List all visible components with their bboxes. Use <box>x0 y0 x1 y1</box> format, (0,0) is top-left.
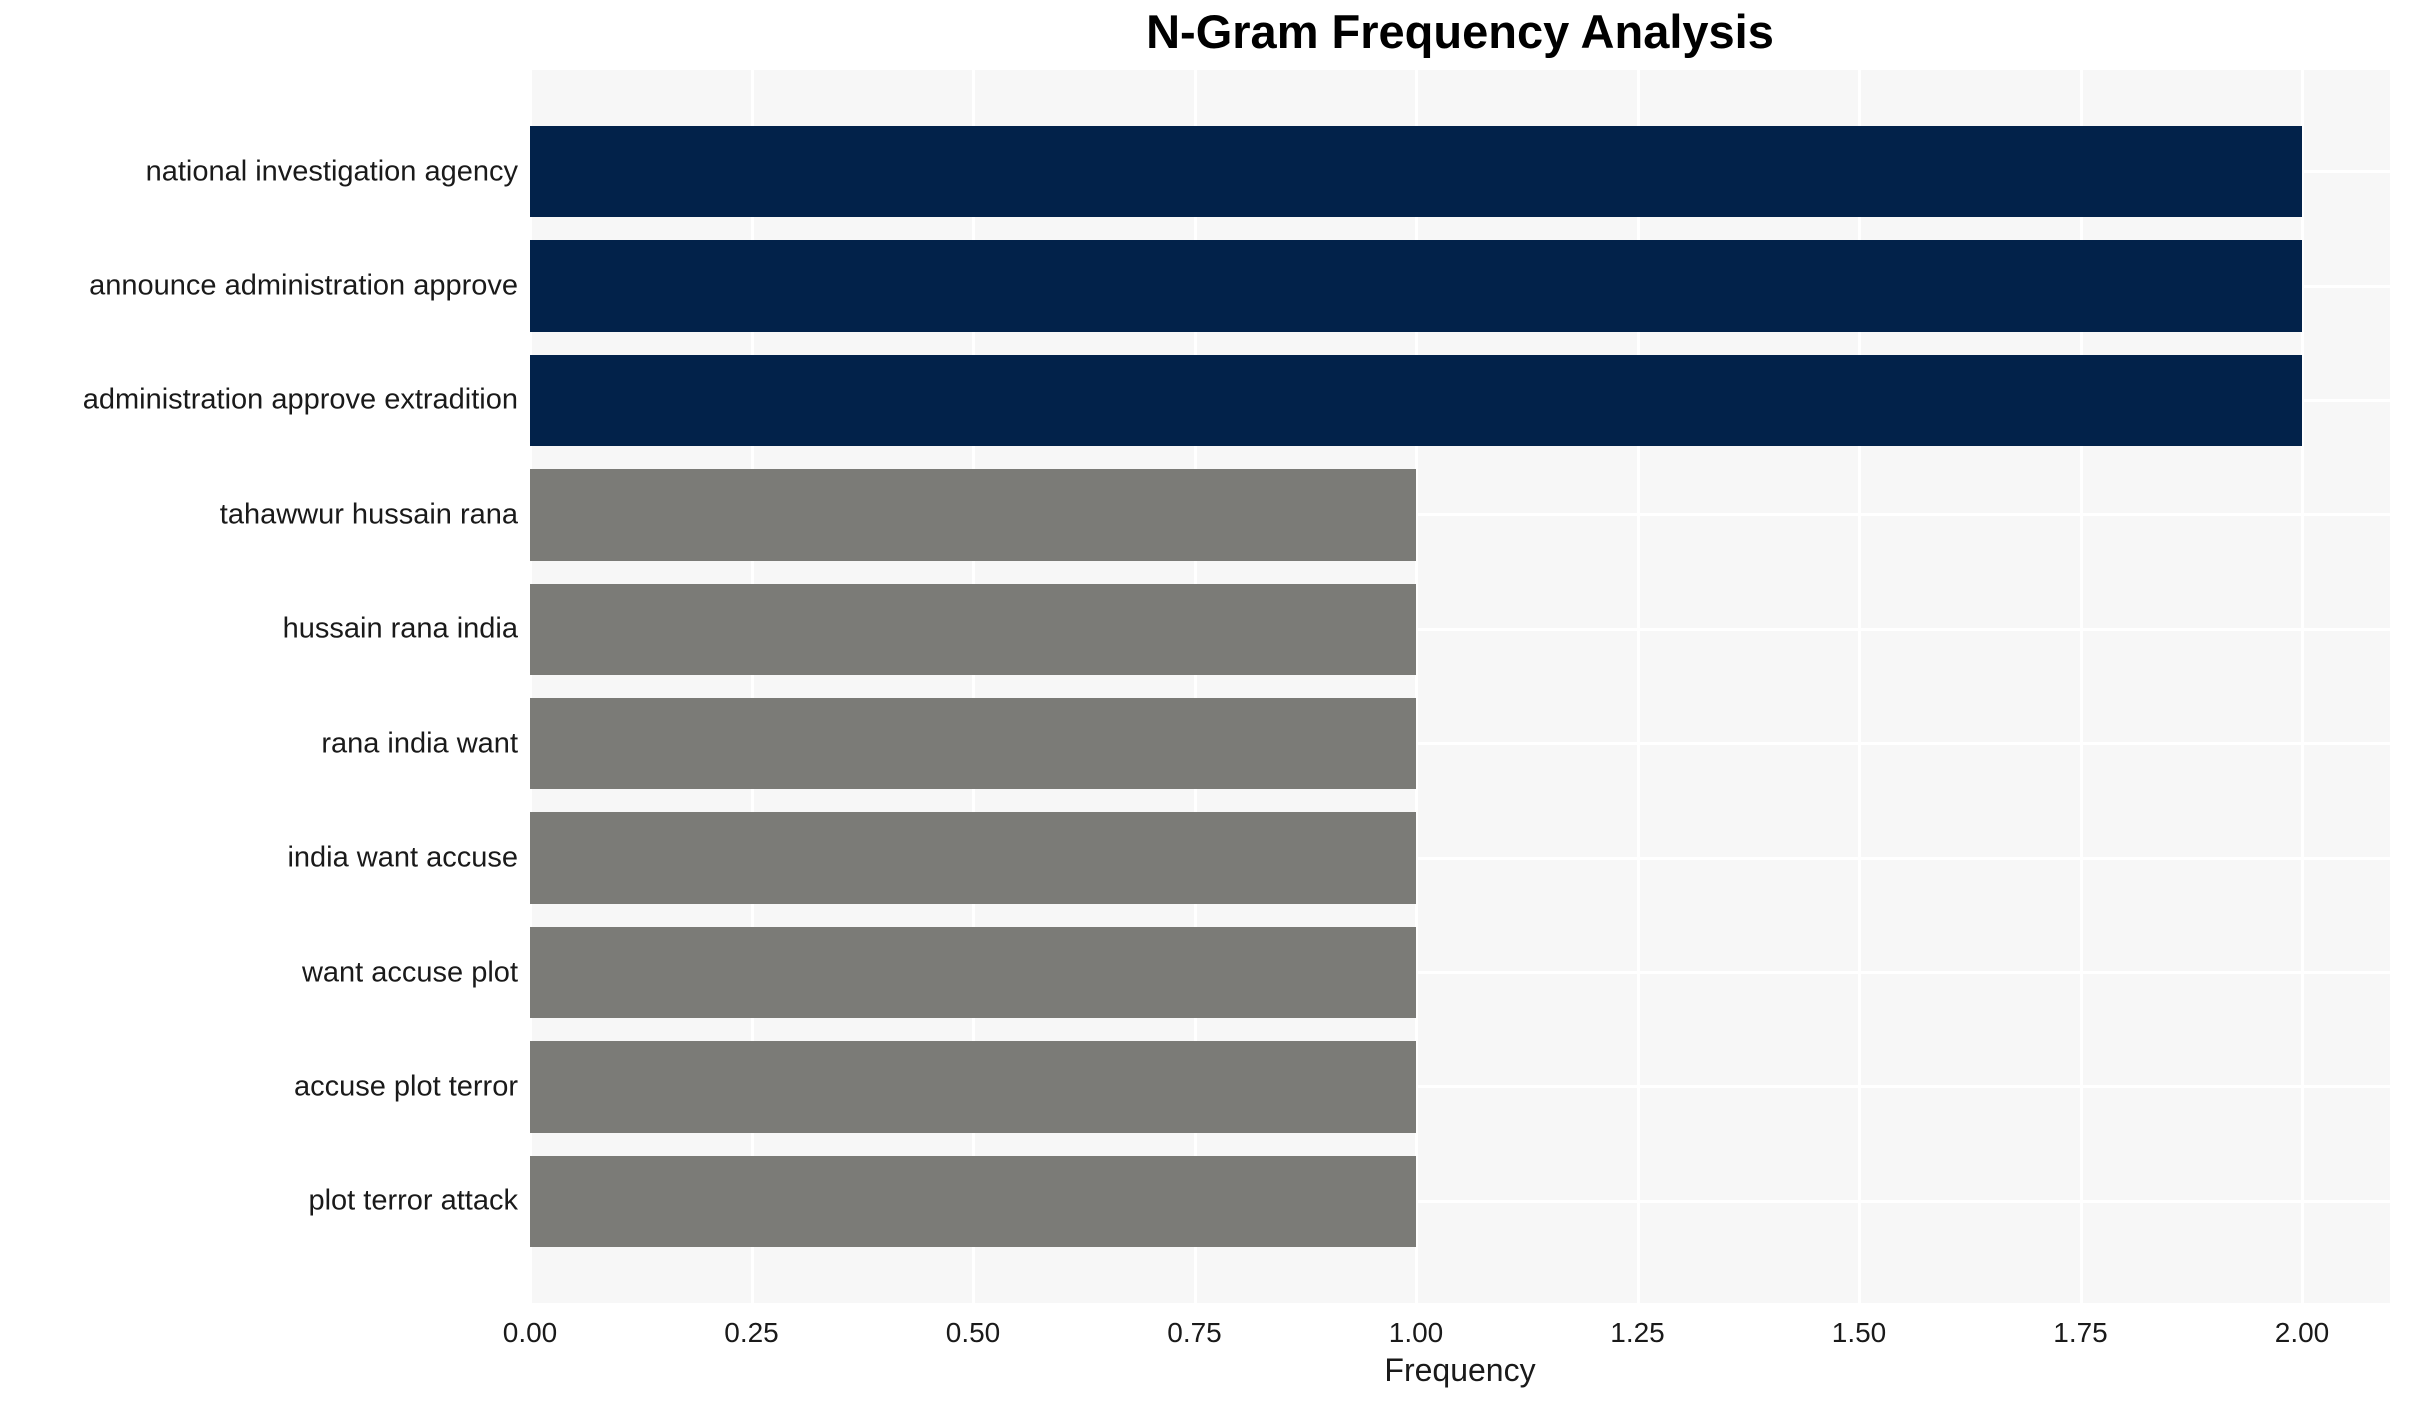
x-tick-label: 1.50 <box>1831 1317 1887 1348</box>
bar-rana-india-want <box>530 697 1416 790</box>
gridline-vertical-0.25 <box>750 70 754 1303</box>
bar-announce-administration-approve <box>530 240 2302 332</box>
y-tick-label: administration approve extradition <box>82 383 518 416</box>
gridline-vertical-2.00 <box>2301 70 2304 1303</box>
gridline-horizontal <box>530 1085 2390 1089</box>
gridline-vertical-1.50 <box>1858 70 1861 1303</box>
x-tick-label: 0.00 <box>502 1317 558 1348</box>
x-tick-label: 1.25 <box>1610 1317 1665 1348</box>
y-tick-label: announce administration approve <box>89 269 518 302</box>
y-tick-label: accuse plot terror <box>293 1070 518 1103</box>
bar-administration-approve-extradition <box>530 354 2302 447</box>
gridline-vertical-1.25 <box>1636 70 1640 1303</box>
gridline-vertical-0.00 <box>529 70 532 1303</box>
y-tick-label: plot terror attack <box>308 1184 518 1217</box>
gridline-horizontal <box>530 856 2390 860</box>
x-axis-title: Frequency <box>1384 1352 1536 1388</box>
y-tick-label: tahawwur hussain rana <box>219 498 518 531</box>
x-tick-label: 0.25 <box>724 1317 779 1348</box>
gridline-vertical-1.75 <box>2079 70 2083 1303</box>
bar-india-want-accuse <box>530 812 1416 904</box>
gridline-horizontal <box>530 513 2390 517</box>
y-tick-label: national investigation agency <box>145 155 518 188</box>
y-tick-label: rana india want <box>321 727 518 760</box>
plot-area <box>529 70 2390 1303</box>
bar-hussain-rana-india <box>530 583 1416 676</box>
bar-national-investigation-agency <box>530 125 2302 218</box>
chart-title: N-Gram Frequency Analysis <box>1146 5 1774 58</box>
gridline-vertical-0.75 <box>1193 70 1197 1303</box>
gridline-horizontal <box>530 971 2390 975</box>
bar-accuse-plot-terror <box>530 1041 1416 1133</box>
gridline-horizontal <box>530 627 2390 631</box>
gridline-vertical-1.00 <box>1415 70 1418 1303</box>
y-tick-label: india want accuse <box>287 841 518 874</box>
bar-plot-terror-attack <box>530 1155 1416 1248</box>
x-tick-label: 0.75 <box>1167 1317 1222 1348</box>
x-tick-label: 1.00 <box>1388 1317 1444 1348</box>
bar-want-accuse-plot <box>530 926 1416 1019</box>
gridline-vertical-0.50 <box>972 70 975 1303</box>
x-tick-label: 0.50 <box>945 1317 1001 1348</box>
x-tick-label: 1.75 <box>2053 1317 2108 1348</box>
gridline-horizontal <box>530 1199 2390 1203</box>
y-tick-label: want accuse plot <box>301 956 518 989</box>
bar-tahawwur-hussain-rana <box>530 469 1416 561</box>
x-tick-label: 2.00 <box>2274 1317 2330 1348</box>
gridline-horizontal <box>530 742 2390 746</box>
y-tick-label: hussain rana india <box>282 612 518 645</box>
